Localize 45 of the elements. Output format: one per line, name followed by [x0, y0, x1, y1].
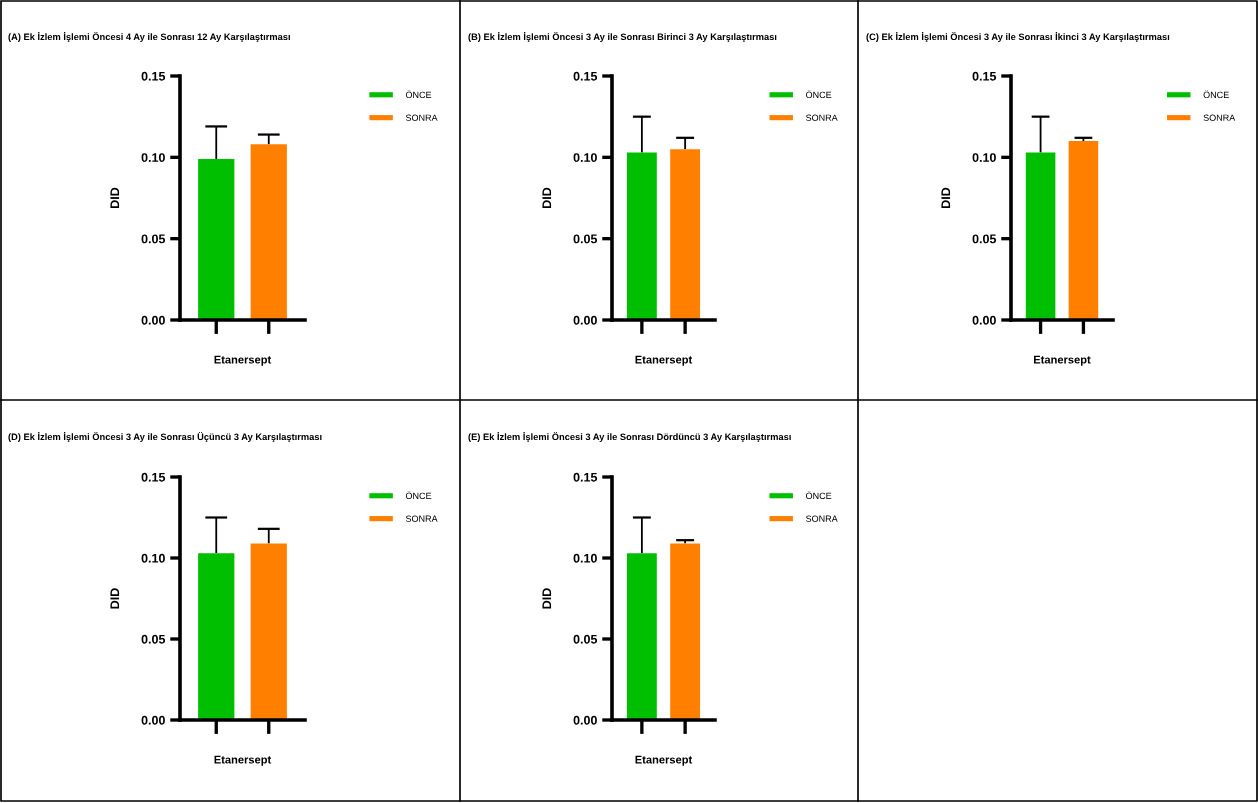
y-tick-label: 0.15	[141, 71, 166, 81]
y-tick-label: 0.05	[573, 234, 598, 244]
y-tick-label: 0.10	[573, 553, 597, 563]
x-axis-title: Etanersept	[214, 355, 272, 366]
legend-label: ÖNCE	[806, 491, 832, 500]
legend-label: ÖNCE	[405, 90, 432, 99]
y-tick-label: 0.05	[141, 634, 166, 644]
legend-label: ÖNCE	[405, 491, 432, 500]
y-axis-title: DID	[110, 588, 120, 609]
y-tick-label: 0.10	[573, 153, 597, 162]
y-axis-title: DID	[542, 187, 552, 208]
y-tick-label: 0.10	[141, 553, 165, 563]
legend-label: SONRA	[405, 515, 438, 522]
y-tick-label: 0.05	[972, 234, 997, 244]
legend-label: ÖNCE	[1203, 90, 1229, 99]
y-tick-label: 0.00	[141, 715, 165, 725]
y-axis-title: DID	[110, 187, 120, 208]
legend-label: ÖNCE	[806, 90, 832, 99]
chart-title: (B) Ek İzlem İşlemi Öncesi 3 Ay ile Sonrası Birinci 3 Ay Karşılaştırması	[468, 32, 777, 42]
y-tick-label: 0.15	[972, 71, 997, 81]
legend-label: SONRA	[1203, 114, 1236, 121]
y-axis-title: DID	[941, 187, 951, 208]
legend-label: SONRA	[806, 515, 838, 522]
x-axis-title: Etanersept	[635, 355, 693, 366]
legend-label: SONRA	[405, 114, 438, 121]
y-tick-label: 0.15	[573, 71, 598, 81]
y-tick-label: 0.00	[141, 315, 165, 325]
y-axis-title: DID	[542, 588, 552, 609]
y-tick-label: 0.00	[573, 315, 597, 325]
legend-label: SONRA	[806, 114, 838, 121]
chart-title: (C) Ek İzlem İşlemi Öncesi 3 Ay ile Sonrası İkinci 3 Ay Karşılaştırması	[866, 32, 1170, 42]
y-tick-label: 0.15	[573, 472, 598, 482]
y-tick-label: 0.00	[573, 715, 597, 725]
chart-title: (E) Ek İzlem İşlemi Öncesi 3 Ay ile Sonrası Dördüncü 3 Ay Karşılaştırması	[468, 432, 791, 442]
x-axis-title: Etanersept	[635, 755, 693, 766]
y-tick-label: 0.15	[141, 472, 166, 482]
y-tick-label: 0.10	[141, 153, 165, 162]
y-tick-label: 0.00	[972, 315, 996, 325]
chart-title: (A) Ek İzlem İşlemi Öncesi 4 Ay ile Sonrası 12 Ay Karşılaştırması	[8, 32, 290, 42]
y-tick-label: 0.10	[972, 153, 996, 162]
y-tick-label: 0.05	[141, 234, 166, 244]
chart-title: (D) Ek İzlem İşlemi Öncesi 3 Ay ile Sonrası Üçüncü 3 Ay Karşılaştırması	[8, 432, 322, 442]
x-axis-title: Etanersept	[1034, 355, 1091, 366]
y-tick-label: 0.05	[573, 634, 598, 644]
x-axis-title: Etanersept	[214, 755, 272, 766]
